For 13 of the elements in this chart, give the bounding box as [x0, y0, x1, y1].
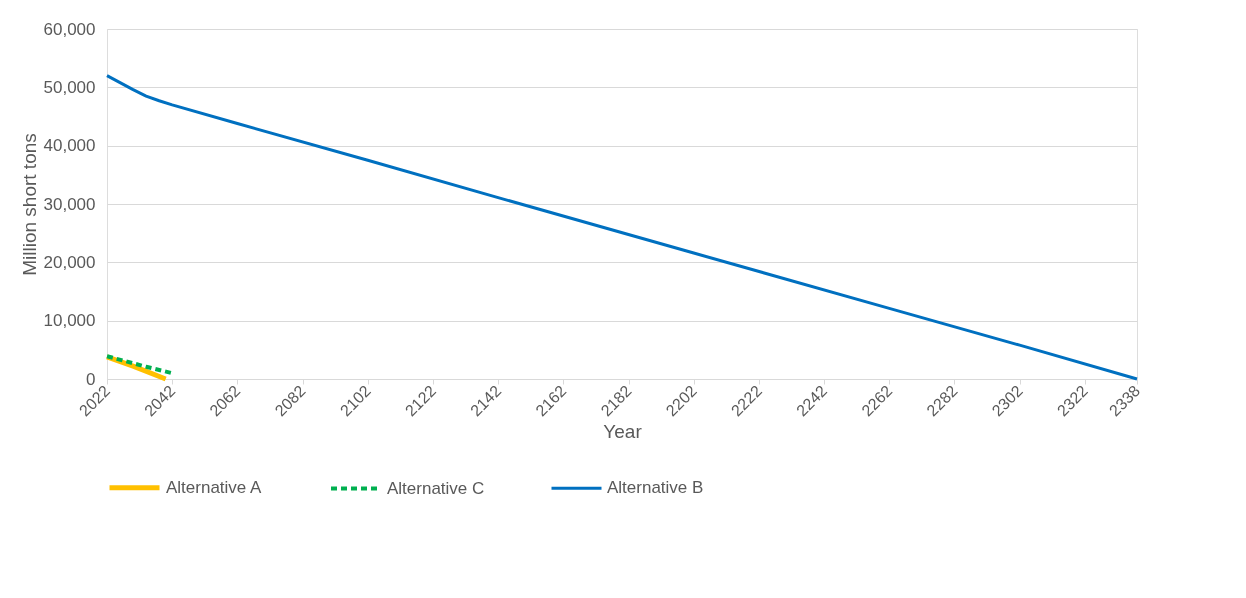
y-tick-label: 50,000 [43, 77, 96, 97]
y-tick-label: 10,000 [43, 311, 96, 331]
legend-label: Alternative A [166, 477, 263, 497]
y-tick-label: 0 [86, 369, 96, 389]
legend-label: Alternative C [387, 478, 485, 498]
y-tick-label: 30,000 [43, 194, 96, 214]
y-tick-label: 20,000 [43, 252, 96, 272]
legend-label: Alternative B [607, 478, 704, 498]
y-axis-title: Million short tons [18, 133, 40, 276]
x-axis-title: Year [603, 421, 643, 443]
line-series [105, 74, 1139, 381]
y-tick-label: 40,000 [43, 136, 96, 156]
y-tick-label: 60,000 [43, 19, 96, 39]
